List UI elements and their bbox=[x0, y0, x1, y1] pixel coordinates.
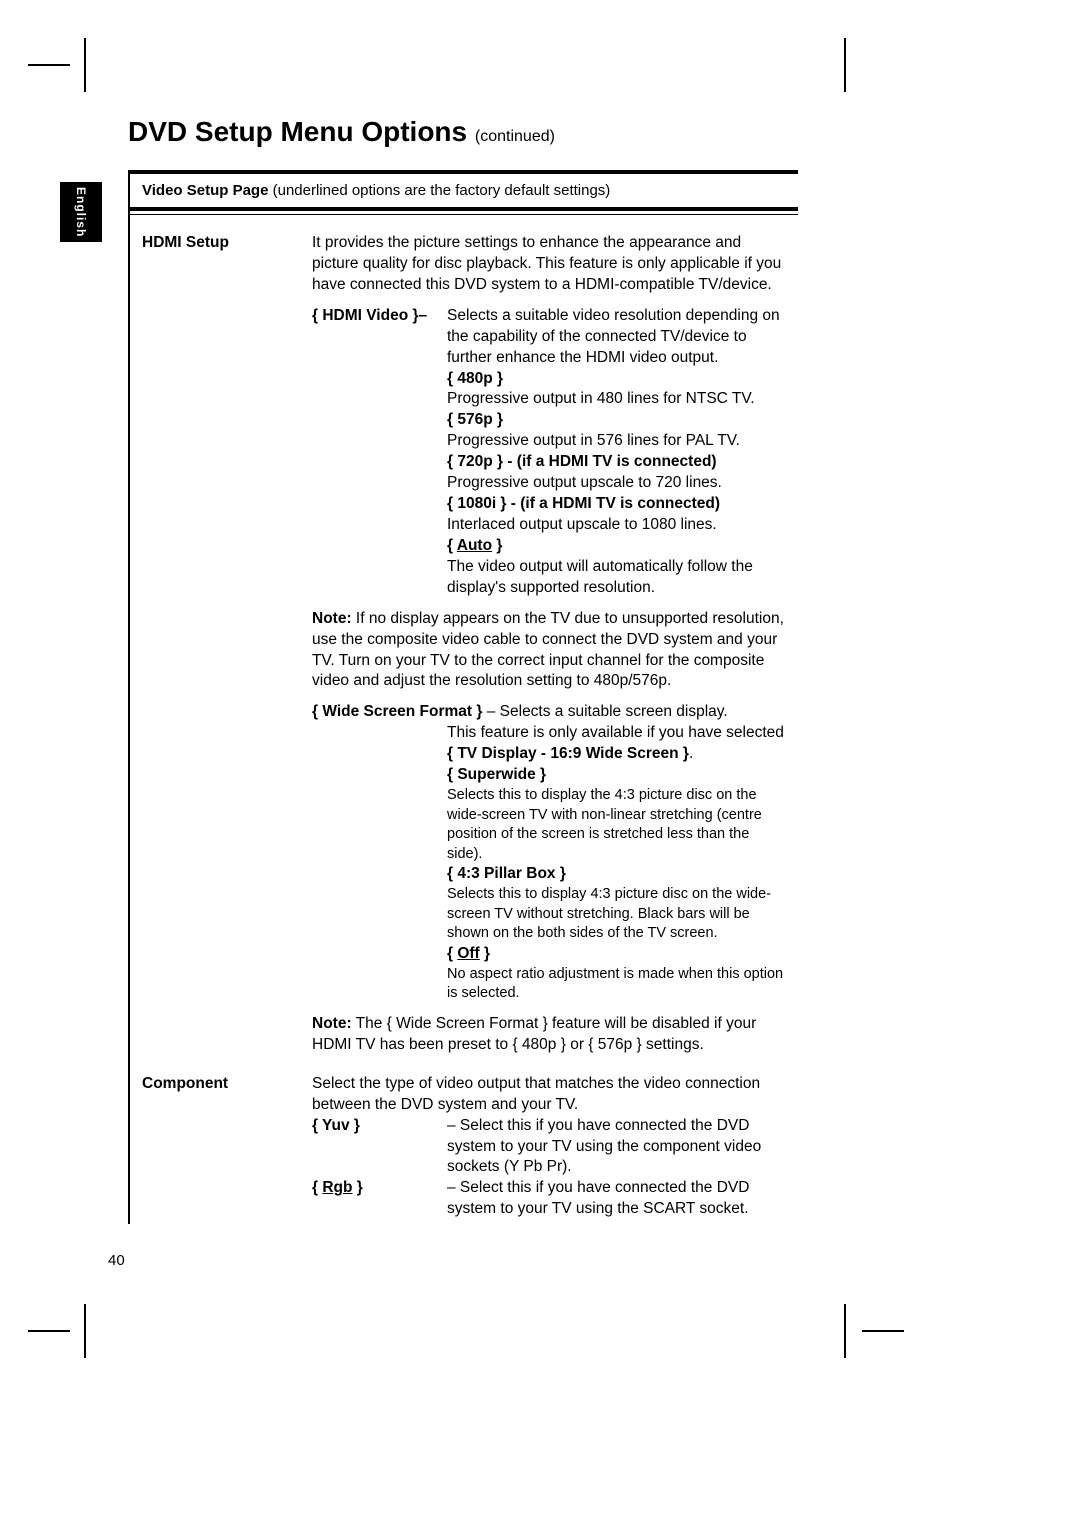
page-title-continued: (continued) bbox=[475, 128, 555, 145]
wsf-intro2: This feature is only available if you ha… bbox=[447, 723, 786, 765]
opt-576p-desc: Progressive output in 576 lines for PAL … bbox=[447, 431, 786, 452]
opt-rgb-label: Rgb bbox=[322, 1179, 352, 1196]
language-tab: English bbox=[60, 182, 102, 242]
opt-rgb: { Rgb } bbox=[312, 1178, 447, 1220]
section-header: Video Setup Page (underlined options are… bbox=[130, 174, 798, 211]
brace: } bbox=[492, 537, 502, 554]
opt-off-label: Off bbox=[457, 945, 479, 962]
page-number: 40 bbox=[108, 1252, 125, 1269]
wsf-spacer bbox=[312, 723, 447, 1004]
opt-720p-label: { 720p } - (if a HDMI TV is connected) bbox=[447, 453, 717, 470]
hdmi-intro: It provides the picture settings to enha… bbox=[312, 233, 786, 296]
component-label: Component bbox=[142, 1074, 312, 1220]
brace: { bbox=[447, 945, 457, 962]
wsf-text: This feature is only available if you ha… bbox=[447, 723, 786, 1004]
opt-yuv: { Yuv } bbox=[312, 1116, 447, 1179]
hdmi-video-text: Selects a suitable video resolution depe… bbox=[447, 306, 786, 599]
crop-mark bbox=[844, 38, 846, 92]
wsf-intro2c: . bbox=[689, 745, 693, 762]
crop-mark bbox=[844, 1304, 846, 1358]
opt-1080i: { 1080i } - (if a HDMI TV is connected) bbox=[447, 494, 786, 515]
wsf-intro2a: This feature is only available if you ha… bbox=[447, 724, 784, 741]
opt-rgb-desc: – Select this if you have connected the … bbox=[447, 1178, 786, 1220]
opt-auto-label: Auto bbox=[457, 537, 492, 554]
wsf-block: This feature is only available if you ha… bbox=[312, 723, 786, 1004]
hdmi-video-intro: Selects a suitable video resolution depe… bbox=[447, 306, 786, 369]
section-note: (underlined options are the factory defa… bbox=[273, 182, 611, 199]
page-title-text: DVD Setup Menu Options bbox=[128, 116, 467, 147]
brace: } bbox=[480, 945, 490, 962]
component-intro: Select the type of video output that mat… bbox=[312, 1074, 786, 1116]
opt-auto-desc: The video output will automatically foll… bbox=[447, 557, 786, 599]
wsf-label: { Wide Screen Format } bbox=[312, 703, 482, 720]
component-yuv-row: { Yuv } – Select this if you have connec… bbox=[312, 1116, 786, 1179]
wsf-intro2b: { TV Display - 16:9 Wide Screen } bbox=[447, 745, 689, 762]
opt-1080i-label: { 1080i } - (if a HDMI TV is connected) bbox=[447, 495, 720, 512]
note-text: If no display appears on the TV due to u… bbox=[312, 610, 784, 690]
section-body: HDMI Setup It provides the picture setti… bbox=[130, 215, 798, 1240]
note-label: Note: bbox=[312, 610, 352, 627]
crop-mark bbox=[862, 1330, 904, 1332]
opt-pillar: { 4:3 Pillar Box } bbox=[447, 864, 786, 885]
opt-off-desc: No aspect ratio adjustment is made when … bbox=[447, 965, 786, 1004]
hdmi-note2: Note: The { Wide Screen Format } feature… bbox=[312, 1014, 786, 1056]
hdmi-video-label: { HDMI Video }– bbox=[312, 306, 447, 599]
opt-480p: { 480p } bbox=[447, 369, 786, 390]
opt-720p-desc: Progressive output upscale to 720 lines. bbox=[447, 473, 786, 494]
wsf-heading: { Wide Screen Format } – Selects a suita… bbox=[312, 702, 786, 723]
crop-mark bbox=[84, 38, 86, 92]
brace: { bbox=[447, 537, 457, 554]
section-title: Video Setup Page bbox=[142, 182, 268, 199]
hdmi-setup-label: HDMI Setup bbox=[142, 233, 312, 1056]
crop-mark bbox=[84, 1304, 86, 1358]
component-rgb-row: { Rgb } – Select this if you have connec… bbox=[312, 1178, 786, 1220]
opt-auto: { Auto } bbox=[447, 536, 786, 557]
hdmi-setup-row: HDMI Setup It provides the picture setti… bbox=[142, 233, 786, 1056]
opt-pillar-desc: Selects this to display 4:3 picture disc… bbox=[447, 885, 786, 944]
opt-off: { Off } bbox=[447, 944, 786, 965]
opt-1080i-desc: Interlaced output upscale to 1080 lines. bbox=[447, 515, 786, 536]
component-row: Component Select the type of video outpu… bbox=[142, 1074, 786, 1220]
wsf-intro1: – Selects a suitable screen display. bbox=[487, 703, 728, 720]
hdmi-note: Note: If no display appears on the TV du… bbox=[312, 609, 786, 693]
crop-mark bbox=[28, 64, 70, 66]
page-title: DVD Setup Menu Options (continued) bbox=[128, 116, 555, 148]
note2-label: Note: bbox=[312, 1015, 352, 1032]
opt-superwide: { Superwide } bbox=[447, 765, 786, 786]
note2-text: The { Wide Screen Format } feature will … bbox=[312, 1015, 756, 1053]
content-box: Video Setup Page (underlined options are… bbox=[128, 170, 798, 1224]
hdmi-setup-text: It provides the picture settings to enha… bbox=[312, 233, 786, 1056]
brace: } bbox=[352, 1179, 362, 1196]
opt-576p: { 576p } bbox=[447, 410, 786, 431]
opt-yuv-desc: – Select this if you have connected the … bbox=[447, 1116, 786, 1179]
opt-superwide-desc: Selects this to display the 4:3 picture … bbox=[447, 786, 786, 864]
crop-mark bbox=[28, 1330, 70, 1332]
opt-480p-desc: Progressive output in 480 lines for NTSC… bbox=[447, 389, 786, 410]
opt-720p: { 720p } - (if a HDMI TV is connected) bbox=[447, 452, 786, 473]
brace: { bbox=[312, 1179, 322, 1196]
hdmi-video-row: { HDMI Video }– Selects a suitable video… bbox=[312, 306, 786, 599]
component-text: Select the type of video output that mat… bbox=[312, 1074, 786, 1220]
